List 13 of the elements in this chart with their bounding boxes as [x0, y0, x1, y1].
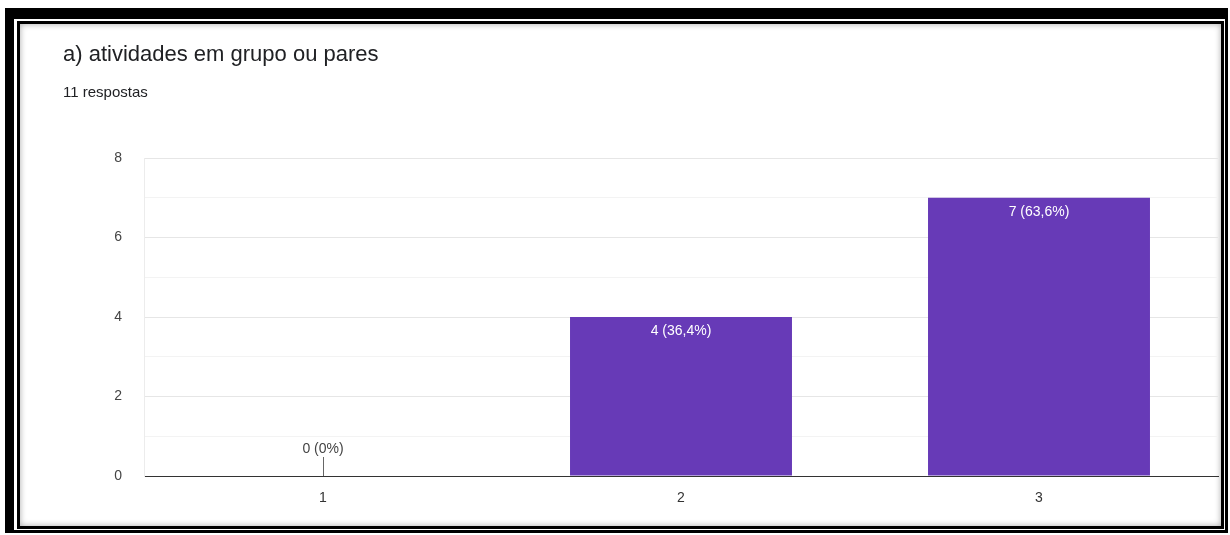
y-tick-label: 2 — [114, 387, 123, 404]
chart-subtitle: 11 respostas — [63, 82, 148, 102]
data-label: 0 (0%) — [302, 439, 344, 456]
x-tick-label: 1 — [319, 489, 328, 506]
chart-title: a) atividades em grupo ou pares — [63, 40, 379, 68]
y-tick-label: 6 — [114, 228, 123, 245]
x-tick-label: 3 — [1035, 489, 1044, 506]
x-tick-label: 2 — [677, 489, 686, 506]
y-tick-label: 4 — [114, 307, 123, 324]
data-label: 4 (36,4%) — [650, 321, 712, 338]
y-tick-label: 8 — [114, 148, 123, 165]
y-tick-label: 0 — [114, 466, 123, 483]
data-label: 7 (63,6%) — [1008, 202, 1070, 219]
